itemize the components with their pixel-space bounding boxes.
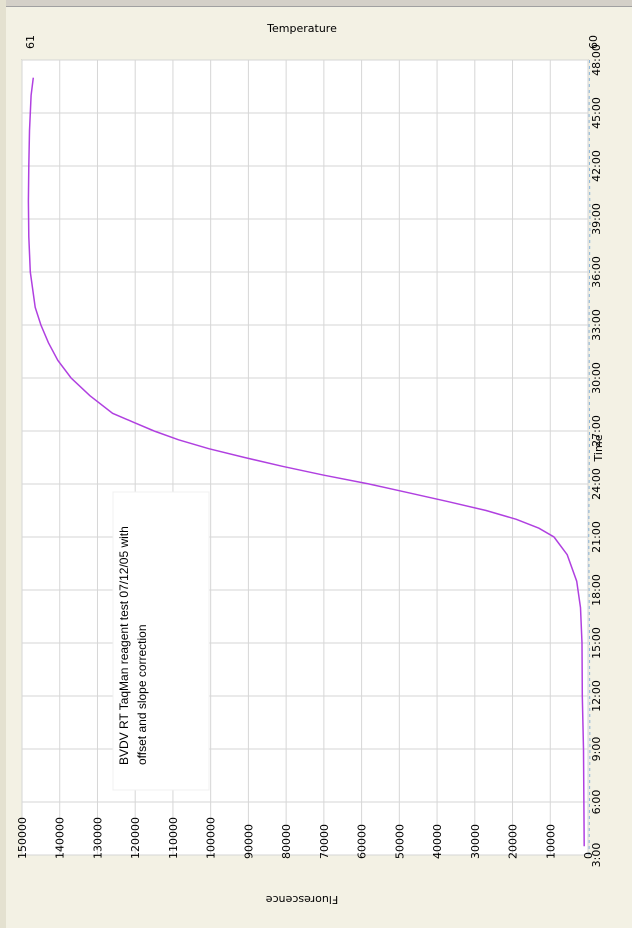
y-tick-label: 120000 xyxy=(129,817,142,859)
temperature-tick-left: 61 xyxy=(24,35,37,49)
plot-area xyxy=(21,59,589,856)
y-axis-title: Fluorescence xyxy=(266,893,339,906)
y-tick-label: 100000 xyxy=(205,817,218,859)
y-tick-label: 70000 xyxy=(318,824,331,859)
temperature-tick-right: 60 xyxy=(587,35,600,49)
y-tick-label: 30000 xyxy=(469,824,482,859)
annotation-line-2: offset and slope correction xyxy=(135,624,149,765)
x-tick-label: 42:00 xyxy=(590,150,603,182)
x-tick-label: 33:00 xyxy=(590,309,603,341)
x-tick-label: 12:00 xyxy=(590,680,603,712)
temperature-axis-title: Temperature xyxy=(266,22,337,35)
window-top-edge xyxy=(0,0,632,7)
x-tick-label: 21:00 xyxy=(590,521,603,553)
fluorescence-series-line xyxy=(27,77,585,847)
y-tick-label: 150000 xyxy=(16,817,29,859)
y-tick-label: 60000 xyxy=(356,824,369,859)
x-tick-label: 3:00 xyxy=(590,843,603,868)
tick-labels: 0 10000 20000 30000 40000 50000 60000 70000 8000… xyxy=(16,44,603,867)
y-tick-label: 90000 xyxy=(242,824,255,859)
x-tick-label: 24:00 xyxy=(590,468,603,500)
y-tick-label: 80000 xyxy=(280,824,293,859)
x-tick-label: 48:00 xyxy=(590,44,603,76)
y-tick-label: 20000 xyxy=(507,824,520,859)
x-tick-label: 39:00 xyxy=(590,203,603,235)
x-tick-label: 6:00 xyxy=(590,790,603,815)
y-tick-label: 10000 xyxy=(544,824,557,859)
x-tick-label: 27:00 xyxy=(590,415,603,447)
annotation-line-1: BVDV RT TaqMan reagent test 07/12/05 wit… xyxy=(117,526,131,765)
y-tick-label: 50000 xyxy=(393,824,406,859)
y-tick-label: 40000 xyxy=(431,824,444,859)
x-axis-title: Time xyxy=(592,434,605,462)
y-tick-label: 140000 xyxy=(54,817,67,859)
x-tick-label: 45:00 xyxy=(590,97,603,129)
annotation-box xyxy=(112,491,210,791)
y-tick-label: 110000 xyxy=(167,817,180,859)
x-tick-label: 15:00 xyxy=(590,627,603,659)
y-tick-label: 130000 xyxy=(91,817,104,859)
y-tick-label: 0 xyxy=(582,852,595,859)
x-tick-label: 18:00 xyxy=(590,574,603,606)
x-tick-label: 30:00 xyxy=(590,362,603,394)
x-tick-label: 9:00 xyxy=(590,737,603,762)
x-tick-label: 36:00 xyxy=(590,256,603,288)
window-left-edge xyxy=(0,0,6,928)
series-layer xyxy=(27,59,591,856)
